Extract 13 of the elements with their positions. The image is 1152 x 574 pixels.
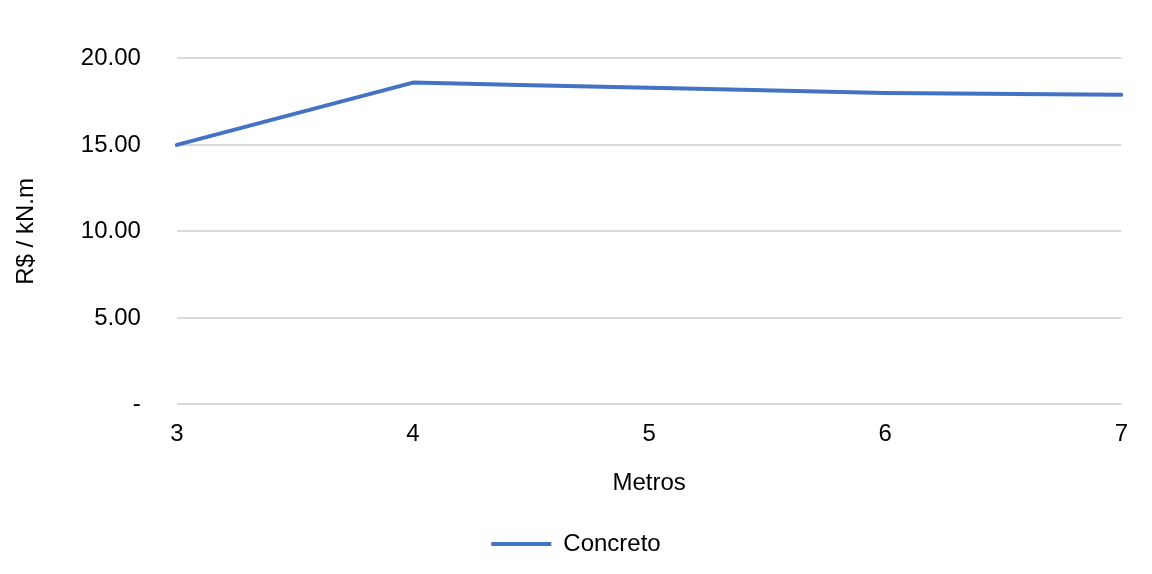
y-tick-label: 15.00 xyxy=(80,129,141,157)
x-axis-title: Metros xyxy=(612,468,686,496)
y-tick-label: - xyxy=(132,389,141,417)
x-tick-label: 3 xyxy=(170,419,184,447)
x-tick-label: 4 xyxy=(406,419,420,447)
y-tick-label: 5.00 xyxy=(94,302,141,330)
x-tick-label: 5 xyxy=(642,419,656,447)
y-tick-label: 20.00 xyxy=(80,43,141,71)
y-tick-label: 10.00 xyxy=(80,216,141,244)
x-tick-label: 6 xyxy=(878,419,892,447)
y-axis-title: R$ / kN.m xyxy=(11,178,39,285)
x-tick-label: 7 xyxy=(1114,419,1129,447)
legend-label: Concreto xyxy=(563,528,661,556)
